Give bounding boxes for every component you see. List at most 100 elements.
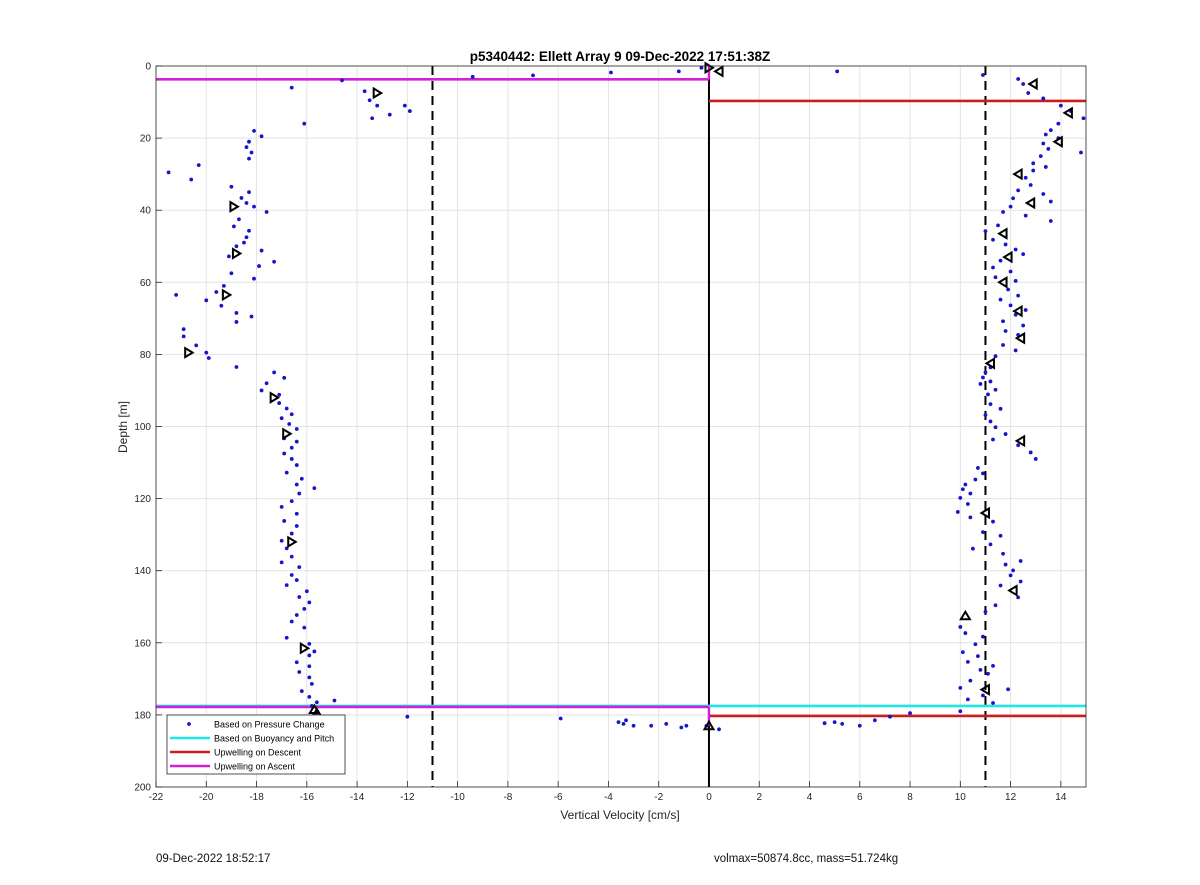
data-point [1001,551,1005,556]
data-point [981,634,985,639]
triangle-marker [269,391,281,404]
data-point [307,664,312,669]
data-point [259,388,264,393]
data-point [375,103,380,108]
data-point [289,457,294,461]
upwelling-lines [156,66,1086,726]
data-point [1006,687,1010,692]
data-point [624,718,628,723]
footer-summary: volmax=50874.8cc, mass=51.724kg [714,853,899,865]
data-point [284,470,289,475]
data-point [332,698,337,703]
data-point [1058,103,1063,108]
y-axis-ticks: 0 20 40 60 80 100 120 140 160 180 200 [134,62,162,794]
data-point [289,573,294,577]
x-tick-label: 14 [1055,792,1067,803]
data-point [1056,121,1061,126]
data-point [1011,568,1016,573]
data-point [307,600,312,605]
data-point [294,463,299,467]
data-point [284,583,289,588]
x-tick-label: 4 [807,792,813,803]
data-point [234,320,239,324]
data-point [289,619,294,624]
y-tick-label: 80 [140,350,152,361]
x-tick-label: -12 [400,792,415,803]
reference-lines [431,66,987,787]
data-point [294,427,299,431]
x-tick-label: -16 [300,792,315,803]
data-point [289,531,294,536]
data-point [960,487,965,492]
triangle-marker [1014,434,1026,448]
data-point [181,334,186,339]
data-point [1023,308,1028,312]
data-point [204,298,209,303]
data-point [189,177,194,182]
data-point [981,471,985,476]
data-point [272,259,277,264]
data-point [1016,293,1021,298]
triangle-marker [1014,331,1026,345]
data-point [649,723,654,728]
data-point [470,74,475,79]
triangle-marker [1012,167,1023,181]
legend-label: Based on Buoyancy and Pitch [214,734,334,744]
data-point [289,554,294,559]
data-point [219,303,224,308]
data-point [239,196,244,200]
triangle-marker [184,346,195,359]
data-point [978,382,983,386]
triangle-marker [372,86,384,100]
data-point [983,229,988,234]
data-point [1031,168,1036,173]
data-point [294,482,299,487]
y-tick-label: 20 [140,134,152,145]
y-tick-label: 160 [134,638,151,649]
triangle-marker [231,247,243,260]
data-point [194,343,199,348]
data-point [196,163,201,168]
data-point [1008,303,1013,308]
data-point [226,254,231,259]
data-point [214,290,219,294]
data-point [1013,312,1018,317]
data-point [991,437,995,442]
data-point [1016,188,1021,193]
data-point [234,311,239,315]
data-point [986,392,990,397]
data-point [993,425,998,430]
data-point [1026,91,1031,95]
data-point [965,502,970,506]
triangle-marker [229,200,240,213]
data-point [402,103,407,108]
data-point [908,711,912,715]
data-point [277,401,282,405]
data-point [299,476,304,481]
data-point [264,210,269,214]
data-point [963,482,968,487]
data-point [312,649,317,654]
triangle-marker [221,288,233,302]
data-point [676,69,681,74]
data-point [986,671,990,676]
data-point [272,370,277,375]
data-point [1008,573,1013,578]
data-point [965,697,970,702]
data-point [234,244,239,249]
data-point [312,486,317,491]
data-point [244,235,249,240]
data-point [282,375,287,380]
footer-timestamp: 09-Dec-2022 18:52:17 [156,853,271,865]
data-point [531,73,535,78]
data-point [247,139,251,144]
data-point [294,613,299,617]
data-point [998,258,1003,263]
triangle-marker [282,427,293,440]
data-point [988,419,993,424]
data-point [387,112,392,117]
data-point [1041,141,1046,146]
data-point [302,121,307,126]
data-point [973,642,978,647]
